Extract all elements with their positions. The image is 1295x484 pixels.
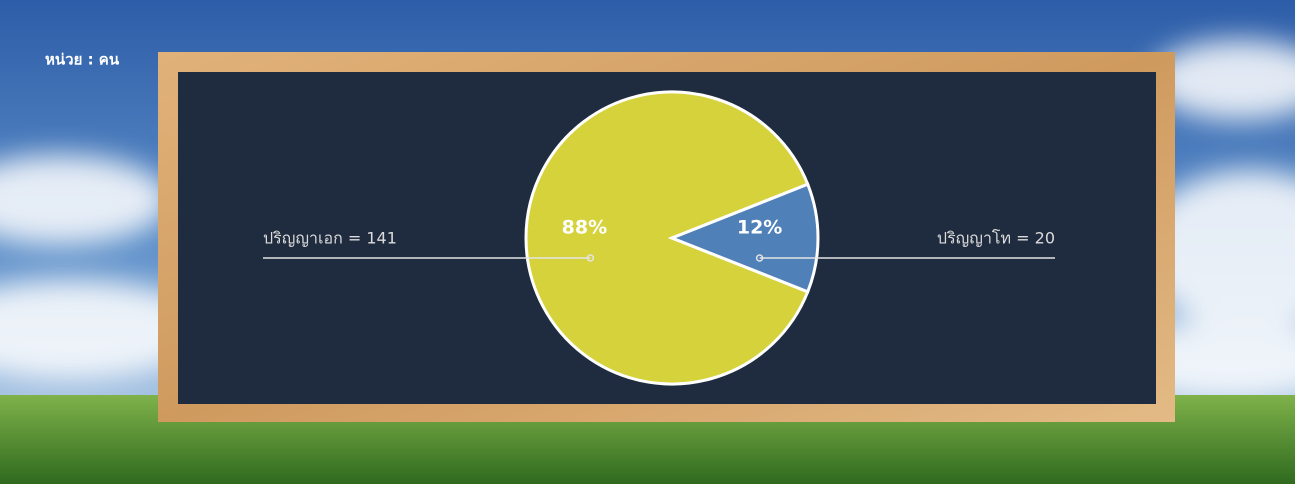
percent-label: 12% (737, 217, 782, 239)
pie-slice (524, 90, 810, 386)
category-label: ปริญญาโท = 20 (937, 229, 1055, 248)
unit-label: หน่วย : คน (45, 51, 120, 69)
leader-dot (586, 254, 595, 262)
category-label: ปริญญาเอก = 141 (263, 229, 397, 248)
leader-dot (755, 254, 764, 262)
pie-slice (667, 182, 820, 294)
percent-label: 88% (562, 217, 607, 239)
